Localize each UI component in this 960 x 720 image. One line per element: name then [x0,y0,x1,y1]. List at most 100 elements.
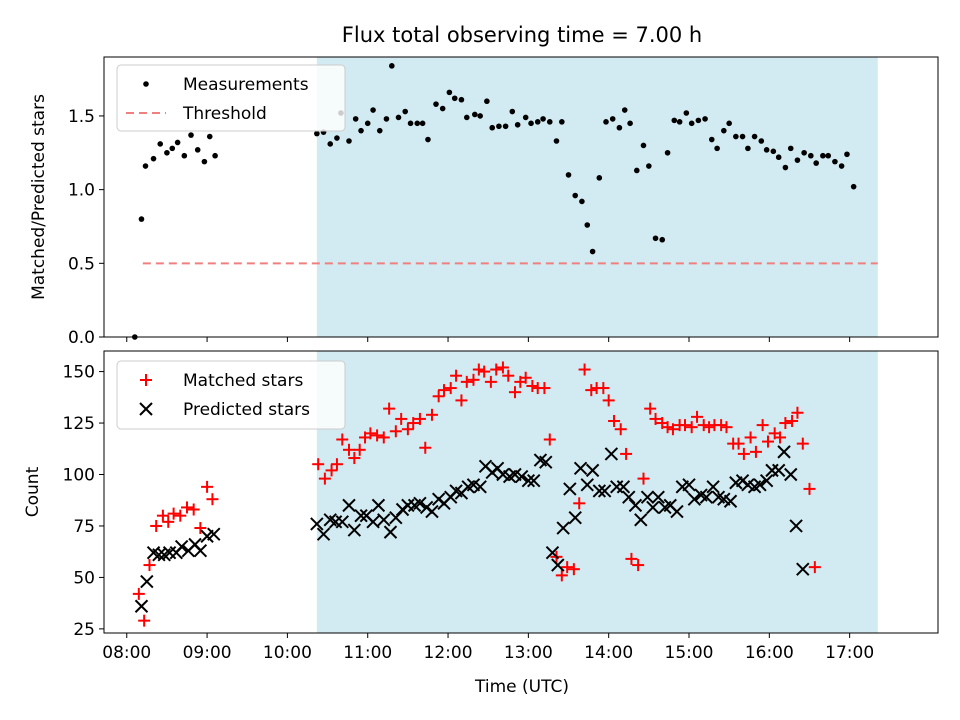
measurement-point [584,222,591,228]
matched-point [715,419,728,432]
measurement-point [695,117,702,124]
top-axes-frame [103,56,939,338]
matched-point [796,437,809,450]
measurement-point [174,139,181,146]
predicted-point [473,480,487,494]
measurement-point [314,130,320,137]
matched-point [364,427,377,440]
y-tick-label: 1.0 [68,181,95,201]
predicted-point [796,562,810,576]
measurement-point [787,145,794,152]
matched-point [425,408,438,421]
measurement-point [708,136,715,143]
matched-point [597,382,610,395]
matched-point [791,406,804,419]
matched-point [167,507,180,520]
predicted-point [425,504,439,519]
matched-point [162,515,175,528]
matched-point [561,561,574,574]
predicted-point [622,490,636,504]
matched-point [407,417,420,430]
predicted-point [616,480,631,494]
legend-predicted-label: Predicted stars [183,400,310,420]
measurement-point [376,127,383,134]
measurement-point [395,114,402,121]
measurement-point [477,113,483,119]
matched-point [637,472,650,485]
predicted-point [413,496,427,511]
predicted-point [573,461,588,476]
matched-point [678,419,691,432]
matched-point [132,587,145,600]
matched-point [697,419,710,432]
matched-point [478,365,491,378]
matched-point [460,375,473,388]
legend-threshold-label: Threshold [182,104,267,124]
predicted-point [585,463,600,478]
predicted-point [592,484,607,498]
predicted-point [377,513,391,527]
predicted-point [174,539,189,554]
matched-point [206,493,219,506]
matched-point [143,559,156,572]
y-tick-label: 0.5 [68,254,95,274]
measurement-point [714,145,720,152]
matched-point [484,375,497,388]
predicted-point [316,527,331,541]
measurement-point [433,101,439,107]
matched-point [194,522,207,535]
measurement-point [169,145,176,152]
measurement-point [559,119,565,125]
matched-point [661,421,674,434]
matched-point [808,561,821,574]
matched-point [526,379,539,392]
top-observing-window-shade [316,57,878,337]
matched-point [444,382,457,395]
matched-point [371,429,384,442]
matched-point [625,552,638,565]
measurement-point [451,95,458,102]
matched-point [555,569,568,582]
matched-point [377,431,390,444]
measurement-point [188,132,194,138]
matched-point [756,419,769,432]
y-tick-label: 25 [73,620,95,640]
bottom-legend: Matched stars Predicted stars [116,360,346,430]
x-tick-label: 09:00 [183,643,232,663]
predicted-point [140,574,154,589]
measurement-point [206,133,213,140]
matched-point [632,559,645,572]
measurement-point [364,120,371,127]
matched-point [761,435,774,448]
measurement-point [640,142,647,149]
measurement-point [745,145,751,152]
measurement-point [825,152,832,159]
chart-title: Flux total observing time = 7.00 h [342,23,702,47]
measurement-point [370,107,376,113]
legend-matched-label: Matched stars [183,371,303,391]
measurement-point [726,120,732,127]
measurement-point [150,155,157,162]
predicted-point [759,473,774,488]
matched-point [749,445,762,458]
predicted-point [784,467,798,482]
x-tick-label: 17:00 [825,643,874,663]
measurement-point [509,108,516,115]
predicted-point [521,473,536,488]
measurement-point [646,163,652,169]
predicted-point [354,508,368,523]
predicted-point [152,548,166,562]
measurement-point [763,147,770,153]
measurement-point [721,127,727,134]
bottom-legend-box [116,360,346,430]
top-ticks: 0.0 0.5 1.0 1.5 [68,107,851,348]
matched-point [432,390,445,403]
measurement-point [609,116,616,122]
bottom-ticks: 08:00 09:00 10:00 11:00 12:00 13:00 14:00 15:00… [63,363,875,663]
predicted-point [335,515,349,529]
predicted-point [371,498,386,513]
predicted-point [389,511,403,525]
matched-point [502,369,515,382]
measurement-point [164,149,170,156]
measurement-point [850,183,857,190]
